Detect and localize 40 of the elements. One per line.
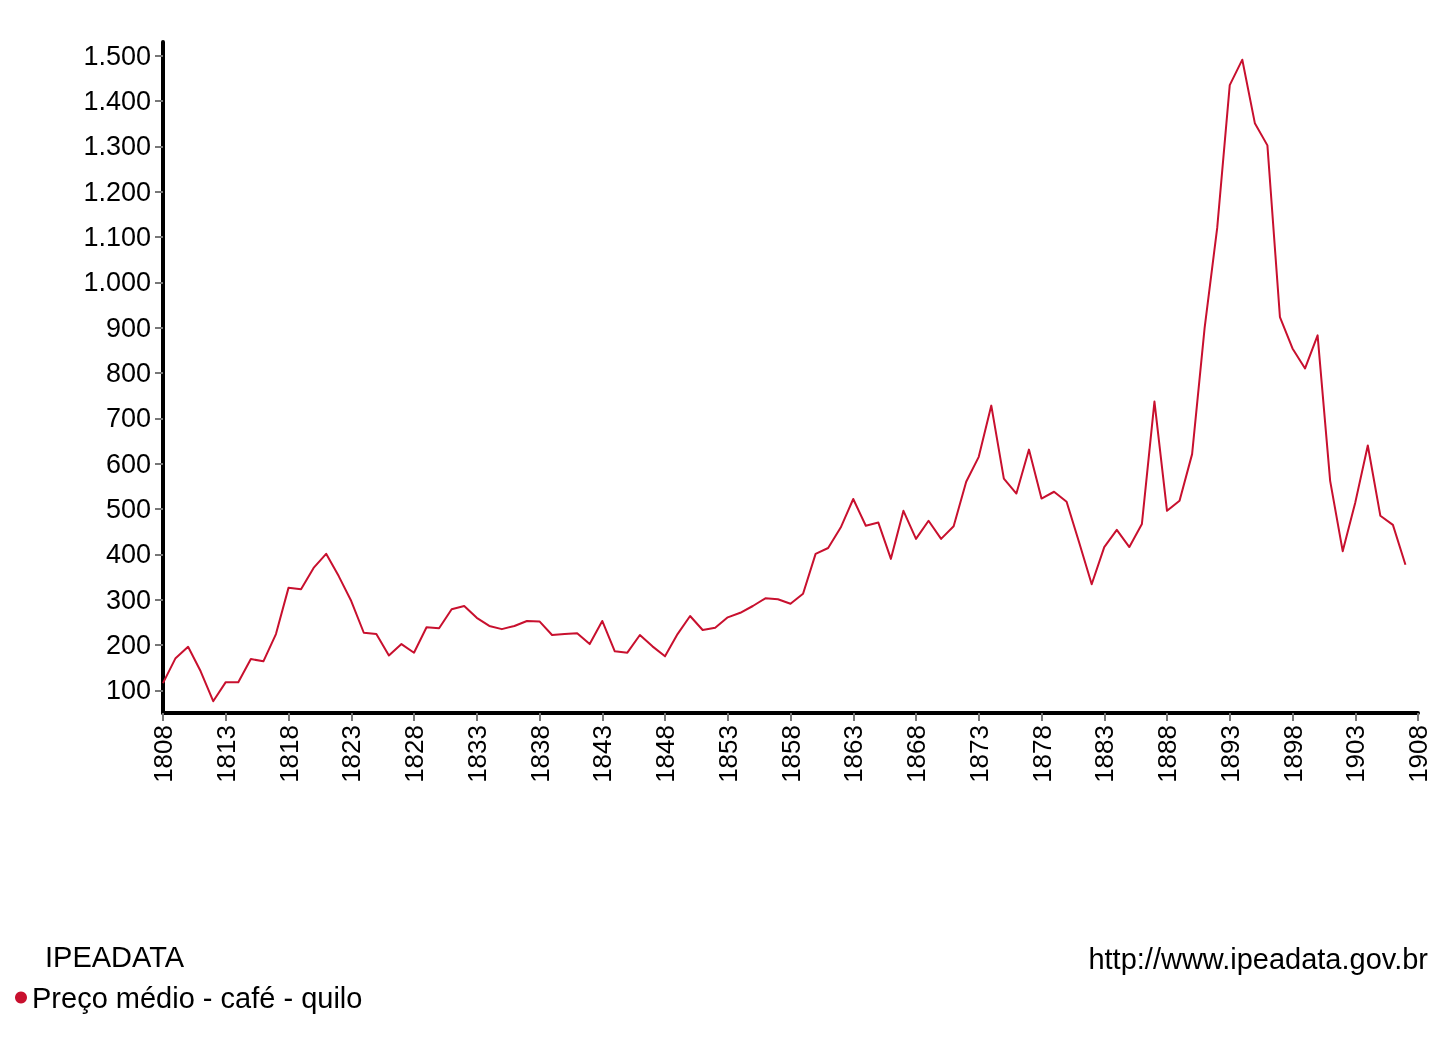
x-tick-label: 1833 [461, 725, 492, 783]
y-tick-label: 400 [105, 539, 151, 570]
y-tick-label: 1.000 [83, 267, 151, 298]
x-tick-label: 1893 [1214, 725, 1245, 783]
y-tick-label: 1.300 [83, 131, 151, 162]
x-tick-label: 1808 [148, 725, 178, 783]
x-tick-label: 1813 [210, 725, 241, 783]
x-tick-label: 1853 [712, 725, 743, 783]
y-tick-label: 900 [105, 312, 151, 343]
x-tick-label: 1863 [838, 725, 869, 783]
y-tick-label: 600 [105, 448, 151, 479]
line-series [162, 58, 1407, 703]
x-tick-label: 1823 [336, 725, 367, 783]
y-tick-label: 700 [105, 403, 151, 434]
y-tick-label: 1.400 [83, 85, 151, 116]
y-tick-label: 300 [105, 584, 151, 615]
legend-label: Preço médio - café - quilo [32, 981, 363, 1014]
x-tick-label: 1908 [1403, 725, 1433, 783]
text: http://www.ipeadata.gov.br [1088, 942, 1429, 975]
y-tick-label: 1.100 [83, 221, 151, 252]
y-tick-label: 500 [105, 493, 151, 524]
y-tick-label: 1.500 [83, 40, 151, 71]
y-tick-label: 100 [105, 675, 151, 706]
x-tick-label: 1873 [963, 725, 994, 783]
x-tick-label: 1843 [587, 725, 618, 783]
x-tick-label: 1903 [1340, 725, 1371, 783]
y-tick-label: 200 [105, 629, 151, 660]
x-tick-label: 1868 [901, 725, 931, 783]
x-tick-label: 1848 [650, 725, 680, 783]
x-tick-label: 1858 [775, 725, 806, 783]
x-tick-label: 1883 [1089, 725, 1120, 783]
x-tick-label: 1878 [1026, 725, 1057, 783]
y-tick-label: 800 [105, 357, 151, 388]
text: IPEADATA [45, 940, 185, 973]
x-tick-label: 1838 [524, 725, 555, 783]
x-tick-label: 1888 [1152, 725, 1182, 783]
x-tick-label: 1898 [1277, 725, 1308, 783]
y-tick-label: 1.200 [83, 176, 151, 207]
x-tick-label: 1818 [273, 725, 304, 783]
x-tick-label: 1828 [399, 725, 429, 783]
